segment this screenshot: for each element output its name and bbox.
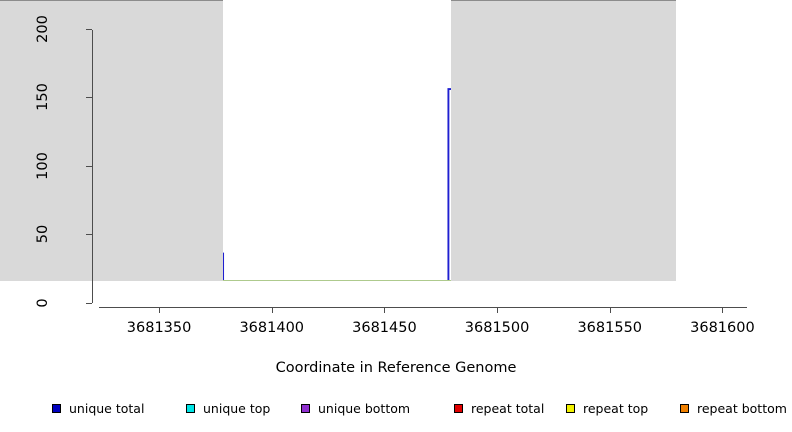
x-axis-tick-label: 3681350: [126, 320, 192, 336]
legend-label: repeat total: [471, 400, 545, 416]
x-axis-tick-label: 3681500: [464, 320, 530, 336]
x-axis-tick: [722, 307, 724, 313]
legend-swatch-icon: [301, 403, 310, 413]
legend-item-unique-top[interactable]: unique top: [186, 398, 270, 418]
shaded-region-top-edge-0: [0, 0, 224, 1]
y-axis-tick-label-wrap: 0: [6, 294, 80, 312]
y-axis-tick: [86, 28, 92, 30]
x-axis-tick: [271, 307, 273, 313]
x-axis-tick: [384, 307, 386, 313]
y-axis-tick: [86, 165, 92, 167]
legend-label: repeat top: [583, 400, 649, 416]
legend-item-repeat-total[interactable]: repeat total: [454, 398, 544, 418]
legend-label: unique total: [69, 400, 145, 416]
y-axis-tick-label: 0: [35, 298, 51, 308]
x-axis-tick-label: 3681600: [690, 320, 755, 336]
y-axis-tick-label-wrap: 100: [6, 152, 80, 180]
y-axis-tick-label: 50: [35, 225, 51, 244]
legend-swatch-icon: [52, 403, 61, 413]
shaded-region-0: [0, 0, 224, 281]
x-axis-tick-label: 3681400: [239, 320, 305, 336]
x-axis-tick-label: 3681550: [577, 320, 643, 336]
y-axis-line: [92, 30, 93, 303]
legend-item-repeat-top[interactable]: repeat top: [566, 398, 648, 418]
legend-item-repeat-bottom[interactable]: repeat bottom: [680, 398, 787, 418]
y-axis-tick-label: 200: [35, 15, 51, 43]
x-axis-tick-label: 3681450: [352, 320, 417, 336]
shaded-region-top-edge-1: [450, 0, 676, 1]
legend-label: repeat bottom: [697, 400, 787, 416]
legend-swatch-icon: [680, 403, 689, 413]
x-axis-tick: [159, 307, 161, 313]
x-axis-title: Coordinate in Reference Genome: [275, 360, 517, 376]
legend-item-unique-total[interactable]: unique total: [52, 398, 144, 418]
legend-item-unique-bottom[interactable]: unique bottom: [301, 398, 410, 418]
shaded-region-1: [450, 0, 676, 281]
y-axis-tick-label: 150: [35, 83, 51, 112]
y-axis-tick: [86, 234, 92, 236]
x-axis-line: [99, 307, 747, 308]
x-axis-tick: [609, 307, 611, 313]
y-axis-tick-label-wrap: 200: [6, 15, 80, 43]
x-axis-tick: [497, 307, 499, 313]
plot-area: [0, 0, 676, 281]
legend-label: unique bottom: [318, 400, 411, 416]
legend-swatch-icon: [186, 403, 195, 413]
y-axis-tick: [86, 303, 92, 304]
y-axis-tick: [86, 97, 92, 99]
y-axis-tick-label: 100: [35, 152, 51, 180]
legend-swatch-icon: [454, 403, 463, 413]
chart-legend: unique total unique top unique bottom repea…: [0, 398, 792, 420]
y-axis-tick-label-wrap: 150: [6, 84, 80, 112]
y-axis-tick-label-wrap: 50: [6, 225, 80, 243]
legend-swatch-icon: [566, 403, 575, 413]
legend-label: unique top: [203, 400, 271, 416]
